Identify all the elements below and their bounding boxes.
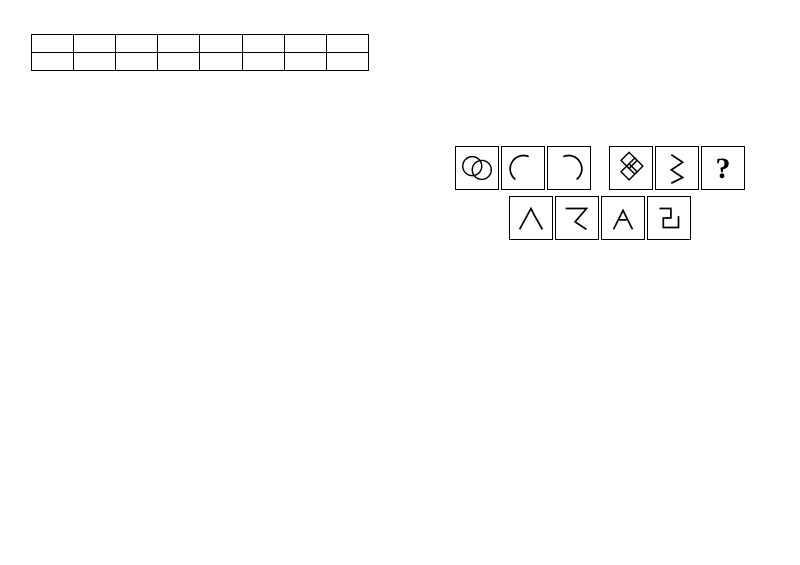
th-7 <box>327 35 369 53</box>
row-label <box>31 53 73 71</box>
th-6 <box>284 35 326 53</box>
figure-row-1: ? <box>420 146 780 190</box>
right-column: ? <box>400 0 800 565</box>
th-5 <box>242 35 284 53</box>
question-2 <box>420 76 780 112</box>
fig-b <box>555 196 599 240</box>
table-row <box>31 35 368 53</box>
fig-1 <box>455 146 499 190</box>
th-4 <box>200 35 242 53</box>
th-2 <box>116 35 158 53</box>
score-table <box>31 34 369 71</box>
table-row <box>31 53 368 71</box>
fig-a <box>509 196 553 240</box>
fig-5 <box>655 146 699 190</box>
question-3: ? <box>420 146 780 263</box>
fig-c <box>601 196 645 240</box>
q1-continuation <box>420 18 780 30</box>
question-1 <box>20 111 380 123</box>
fig-3 <box>547 146 591 190</box>
figure-row-2 <box>420 196 780 240</box>
th-3 <box>158 35 200 53</box>
fig-4 <box>609 146 653 190</box>
fig-2 <box>501 146 545 190</box>
left-column <box>0 0 400 565</box>
fig-6: ? <box>701 146 745 190</box>
fig-d <box>647 196 691 240</box>
th-0 <box>31 35 73 53</box>
th-1 <box>73 35 115 53</box>
